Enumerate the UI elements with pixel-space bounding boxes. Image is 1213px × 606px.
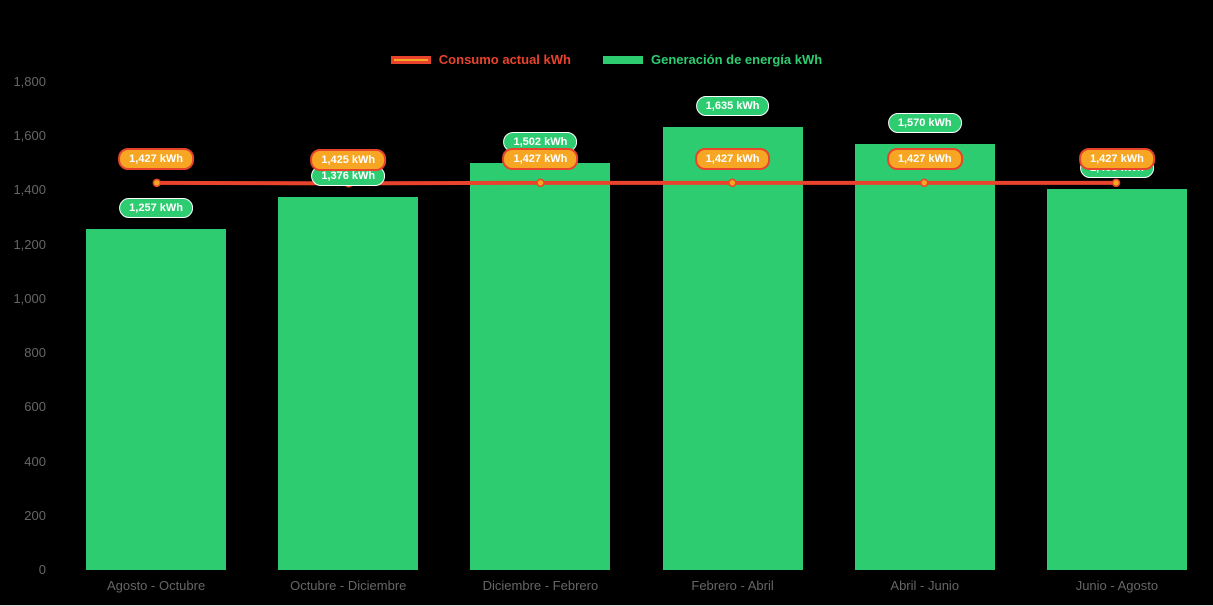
consumption-value-label: 1,427 kWh bbox=[886, 148, 963, 171]
generation-bar[interactable] bbox=[1046, 189, 1187, 570]
generation-bar[interactable] bbox=[278, 196, 419, 570]
consumption-value-label: 1,427 kWh bbox=[118, 148, 194, 171]
y-axis-tick-label: 1,000 bbox=[13, 290, 46, 306]
x-axis-category-label: Agosto - Octubre bbox=[106, 578, 206, 593]
y-axis-tick-label: 1,200 bbox=[13, 236, 46, 252]
chart-legend: Consumo actual kWh Generación de energía… bbox=[0, 52, 1213, 67]
x-axis-category-label: Diciembre - Febrero bbox=[482, 578, 599, 593]
legend-swatch-generation-icon bbox=[602, 55, 643, 64]
consumption-marker[interactable] bbox=[919, 178, 929, 188]
legend-item-generation[interactable]: Generación de energía kWh bbox=[602, 52, 823, 67]
consumption-marker[interactable] bbox=[536, 178, 545, 188]
y-axis-tick-label: 600 bbox=[24, 399, 46, 415]
consumption-value-label: 1,427 kWh bbox=[694, 148, 771, 171]
generation-value-label: 1,635 kWh bbox=[695, 95, 770, 116]
legend-swatch-consumption-icon bbox=[390, 55, 431, 64]
y-axis-tick-label: 1,400 bbox=[13, 182, 46, 198]
y-axis-tick-label: 1,600 bbox=[13, 128, 46, 144]
y-axis-tick-label: 1,800 bbox=[13, 74, 46, 89]
x-axis-category-label: Octubre - Diciembre bbox=[290, 578, 407, 593]
generation-value-label: 1,376 kWh bbox=[311, 165, 386, 186]
generation-bar[interactable] bbox=[86, 229, 227, 570]
consumption-marker[interactable] bbox=[728, 178, 737, 188]
legend-label-generation: Generación de energía kWh bbox=[650, 52, 823, 67]
consumption-marker[interactable] bbox=[1111, 178, 1121, 188]
generation-value-label: 1,570 kWh bbox=[887, 113, 962, 134]
x-axis-category-label: Febrero - Abril bbox=[691, 578, 774, 593]
legend-item-consumption[interactable]: Consumo actual kWh bbox=[390, 52, 571, 67]
consumption-value-label: 1,427 kWh bbox=[1079, 148, 1155, 171]
consumption-value-label: 1,425 kWh bbox=[310, 148, 387, 171]
y-axis-tick-label: 200 bbox=[24, 507, 46, 523]
generation-bar[interactable] bbox=[662, 126, 803, 570]
x-axis-category-label: Abril - Junio bbox=[890, 578, 960, 593]
x-axis: Agosto - Octubre Octubre - Diciembre Dicie… bbox=[0, 570, 1213, 605]
generation-bar[interactable] bbox=[854, 144, 995, 570]
generation-value-label: 1,257 kWh bbox=[119, 198, 193, 219]
consumption-line bbox=[156, 180, 1117, 186]
legend-label-consumption: Consumo actual kWh bbox=[438, 52, 571, 67]
y-axis-tick-label: 400 bbox=[24, 453, 46, 469]
generation-bar[interactable] bbox=[470, 162, 611, 570]
x-axis-category-label: Junio - Agosto bbox=[1075, 578, 1159, 593]
consumption-value-label: 1,427 kWh bbox=[502, 148, 579, 171]
consumption-marker[interactable] bbox=[152, 178, 162, 188]
y-axis-tick-label: 800 bbox=[24, 345, 46, 361]
y-axis-tick-label: 0 bbox=[38, 562, 46, 577]
